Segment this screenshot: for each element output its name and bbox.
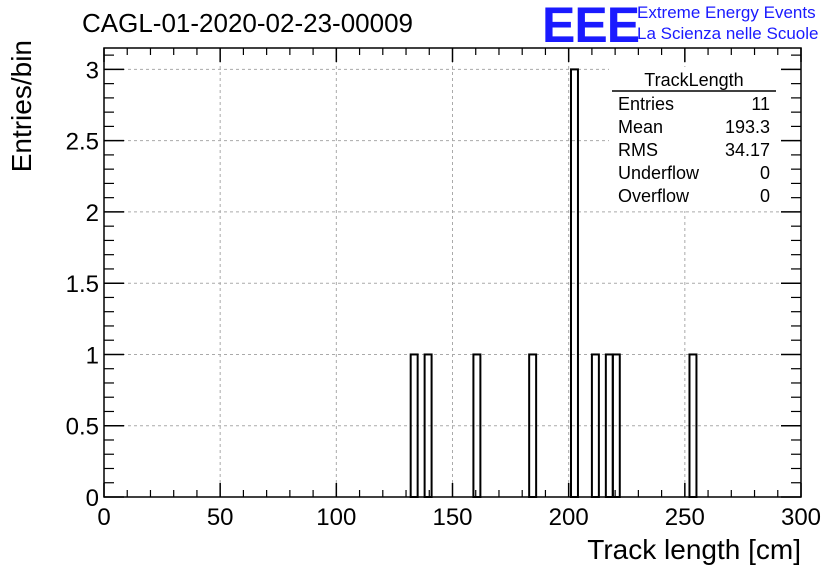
- x-tick-labels: 0 50 100 150 200 250 300: [97, 504, 821, 531]
- stats-box: TrackLength Entries 11 Mean 193.3 RMS 34.17 Un…: [609, 67, 779, 211]
- axis-ticks: [103, 48, 802, 498]
- y-tick-label: 3: [86, 57, 99, 84]
- stats-rows: Entries 11 Mean 193.3 RMS 34.17 Underflow 0 Over…: [618, 94, 770, 206]
- stats-label: Mean: [618, 117, 663, 137]
- stats-value: 11: [751, 94, 770, 114]
- x-tick-label: 0: [97, 504, 110, 531]
- logo-caption-line2: La Scienza nelle Scuole: [637, 24, 819, 43]
- y-tick-label: 2: [86, 200, 99, 227]
- x-tick-label: 50: [207, 504, 234, 531]
- stats-value: 193.3: [725, 117, 770, 137]
- logo-caption-line1: Extreme Energy Events: [637, 3, 816, 22]
- y-tick-label: 0.5: [66, 414, 99, 441]
- y-axis-label: Entries/bin: [6, 40, 37, 172]
- x-tick-label: 200: [549, 504, 589, 531]
- y-tick-labels: 0 0.5 1 1.5 2 2.5 3: [66, 57, 99, 512]
- y-tick-label: 0: [86, 485, 99, 512]
- stats-value: 34.17: [725, 140, 770, 160]
- stats-label: Entries: [618, 94, 674, 114]
- stats-label: RMS: [618, 140, 658, 160]
- stats-label: Overflow: [618, 186, 690, 206]
- y-tick-label: 1.5: [66, 271, 99, 298]
- x-tick-label: 150: [432, 504, 472, 531]
- x-tick-label: 300: [781, 504, 821, 531]
- stats-value: 0: [760, 186, 770, 206]
- stats-label: Underflow: [618, 163, 700, 183]
- stats-value: 0: [760, 163, 770, 183]
- x-tick-label: 100: [316, 504, 356, 531]
- eee-logo: EEE: [542, 0, 640, 53]
- chart-title: CAGL-01-2020-02-23-00009: [82, 8, 413, 38]
- x-axis-label: Track length [cm]: [587, 534, 801, 565]
- x-tick-label: 250: [665, 504, 705, 531]
- y-tick-label: 1: [86, 342, 99, 369]
- y-tick-label: 2.5: [66, 129, 99, 156]
- stats-box-title: TrackLength: [644, 70, 743, 90]
